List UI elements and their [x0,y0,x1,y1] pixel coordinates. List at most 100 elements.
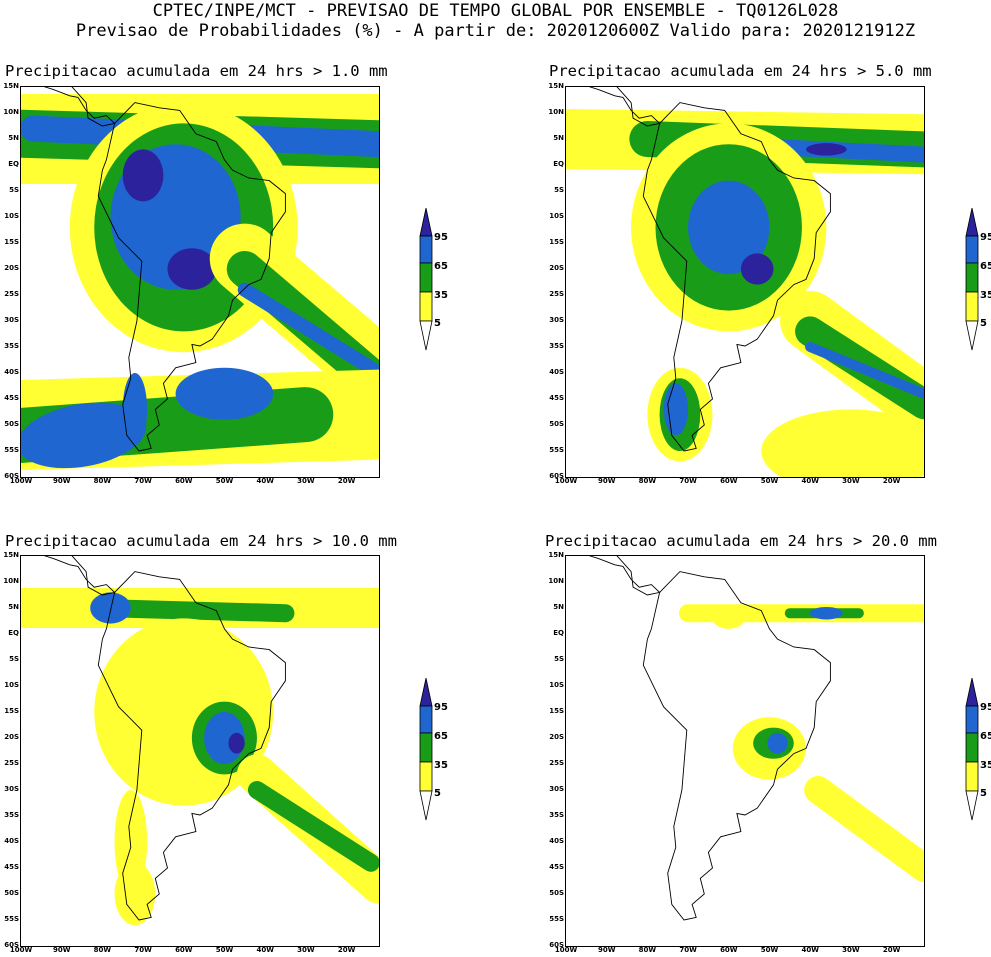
lat-tick-label: 30S [549,785,564,793]
lat-tick-label: 55S [549,446,564,454]
south-blue2 [175,367,274,420]
colorbar-segment [419,790,433,821]
lat-tick-label: 60S [549,941,564,949]
lat-tick-label: EQ [553,160,564,168]
se-blue [767,732,788,754]
precip-fields [21,94,379,470]
lat-tick-label: 10N [548,577,564,585]
lat-tick-label: 30S [549,316,564,324]
precip-fields [21,588,379,926]
lat-tick-label: 55S [4,446,19,454]
lat-tick-label: 45S [4,394,19,402]
lat-tick-label: 60S [4,941,19,949]
lat-tick-label: 35S [549,342,564,350]
map-svg [588,556,924,921]
colorbar-label: 35 [434,290,448,301]
lon-tick-label: 50W [215,946,234,954]
south-yellow [761,409,924,477]
ne-yellow [712,608,745,629]
colorbar-label: 35 [434,760,448,771]
colorbar-label: 5 [434,318,441,329]
lon-tick-label: 80W [93,477,112,485]
colorbar-label: 95 [980,232,991,243]
central-america-coastline [588,556,661,596]
colorbar-svg [965,208,979,351]
lat-tick-label: 15N [3,551,19,559]
lon-tick-label: 100W [9,477,33,485]
lat-tick-label: EQ [8,629,19,637]
colorbar-segment [419,705,433,734]
colorbar-label: 65 [434,731,448,742]
precip-fields [566,109,924,477]
colorbar-label: 65 [434,261,448,272]
lat-tick-label: 5N [8,603,19,611]
lat-tick-label: 5S [554,186,564,194]
figure-subtitle: Previsao de Probabilidades (%) - A parti… [75,21,916,41]
colorbar-segment [965,678,979,707]
lon-tick-label: 80W [638,477,657,485]
lon-tick-label: 50W [760,946,779,954]
lat-tick-label: 50S [549,420,564,428]
colorbar-2: 95 65 35 5 [964,208,991,368]
sacz-green [247,781,379,872]
colorbar-segment [965,208,979,237]
lat-tick-label: 15N [548,82,564,90]
colorbar-1: 95 65 35 5 [418,208,488,368]
colorbar-segment [419,208,433,237]
lat-tick-label: 15S [4,238,19,246]
lon-tick-label: 100W [554,477,578,485]
lon-tick-label: 20W [337,946,356,954]
map-panel-1 [20,86,380,478]
lat-tick-label: 25S [4,759,19,767]
lat-tick-label: 40S [4,368,19,376]
colorbar-label: 65 [980,261,991,272]
lat-tick-label: 10S [549,212,564,220]
sa-dark2 [122,149,164,202]
colorbar-4: 95 65 35 5 [964,678,991,838]
central-america-coastline [43,87,116,127]
colorbar-label: 5 [434,788,441,799]
south-america-coastline [97,571,286,921]
lat-tick-label: 5N [553,134,564,142]
lat-tick-label: 30S [4,316,19,324]
colorbar-segment [965,732,979,763]
itcz-blue [810,606,843,620]
lat-tick-label: 45S [4,863,19,871]
lon-tick-label: 90W [597,477,616,485]
patagonia-yellow [114,862,156,926]
map-svg [566,87,924,477]
sa-dark [228,732,245,754]
lon-tick-label: 90W [52,477,71,485]
lon-tick-label: 80W [93,946,112,954]
lon-tick-label: 70W [134,946,152,954]
lat-tick-label: 20S [549,733,564,741]
colorbar-segment [419,678,433,707]
lat-tick-label: 25S [4,290,19,298]
lat-tick-label: 20S [549,264,564,272]
lat-tick-label: 50S [4,889,19,897]
lat-tick-label: EQ [8,160,19,168]
lat-tick-label: 5S [9,655,19,663]
colorbar-label: 5 [980,318,987,329]
lat-tick-label: 5S [554,655,564,663]
colorbar-segment [419,262,433,293]
lat-tick-label: 15S [549,238,564,246]
lon-tick-label: 70W [679,946,697,954]
lat-tick-label: 15S [549,707,564,715]
colorbar-segment [965,761,979,792]
itcz-blue [90,592,131,624]
colorbar-segment [419,291,433,322]
sacz-blue [237,282,379,380]
lon-tick-label: 90W [597,946,616,954]
colorbar-segment [965,320,979,351]
panel-1-title: Precipitacao acumulada em 24 hrs > 1.0 m… [5,62,388,80]
lat-tick-label: 15S [4,707,19,715]
map-panel-3 [20,555,380,947]
colorbar-segment [965,262,979,293]
colorbar-svg [965,678,979,821]
lat-tick-label: 60S [549,472,564,480]
colorbar-label: 95 [434,702,448,713]
lat-tick-label: 60S [4,472,19,480]
lat-tick-label: 10S [549,681,564,689]
lat-tick-label: 5S [9,186,19,194]
